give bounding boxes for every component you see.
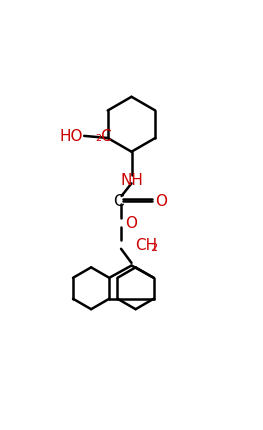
Text: NH: NH xyxy=(120,172,143,187)
Text: 2: 2 xyxy=(151,243,158,252)
Text: C: C xyxy=(113,193,124,208)
Text: ₂C: ₂C xyxy=(96,129,112,144)
Text: O: O xyxy=(125,215,138,230)
Text: CH: CH xyxy=(135,237,158,252)
Text: O: O xyxy=(155,193,167,208)
Text: HO: HO xyxy=(59,129,83,144)
